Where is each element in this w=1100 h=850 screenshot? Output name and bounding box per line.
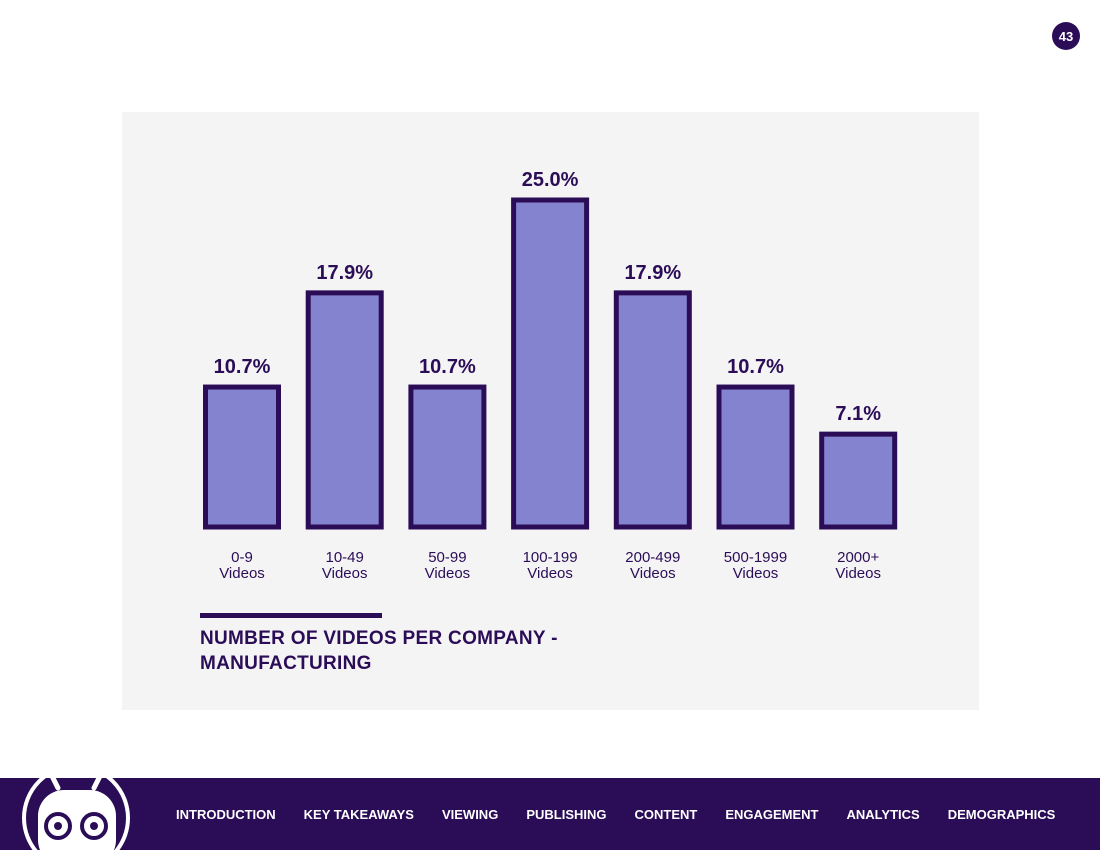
category-label-2: 50-99 Videos <box>425 549 471 582</box>
value-label-5: 10.7% <box>727 356 784 378</box>
chart-panel: 10.7% 0-9 Videos 17.9% 10-49 Videos 10.7% 50-99… <box>122 112 979 710</box>
bar-5 <box>716 384 795 530</box>
bar-3 <box>511 197 590 530</box>
bar-1 <box>305 290 384 530</box>
value-label-2: 10.7% <box>419 356 476 378</box>
bar-4 <box>613 290 692 530</box>
nav-item-publishing[interactable]: PUBLISHING <box>526 806 607 822</box>
chart-title: NUMBER OF VIDEOS PER COMPANY - MANUFACTU… <box>200 626 620 676</box>
category-label-6: 2000+ Videos <box>835 549 881 582</box>
nav-item-viewing[interactable]: VIEWING <box>441 806 499 822</box>
nav-item-key-takeaways[interactable]: KEY TAKEAWAYS <box>303 806 414 822</box>
category-label-1: 10-49 Videos <box>322 549 368 582</box>
category-label-3: 100-199 Videos <box>523 549 578 582</box>
bar-6 <box>819 431 898 530</box>
nav-item-introduction[interactable]: INTRODUCTION <box>176 806 276 822</box>
page-number-badge: 43 <box>1052 22 1080 50</box>
chart-title-line-1: NUMBER OF VIDEOS PER COMPANY - <box>200 628 558 649</box>
value-label-0: 10.7% <box>214 356 271 378</box>
footer-nav-bar: INTRODUCTION KEY TAKEAWAYS VIEWING PUBLI… <box>0 778 1100 850</box>
nav-item-engagement[interactable]: ENGAGEMENT <box>725 806 819 822</box>
title-rule <box>200 613 382 618</box>
bar-0 <box>203 384 281 530</box>
bar-2 <box>408 384 487 530</box>
value-label-6: 7.1% <box>835 403 881 425</box>
category-label-5: 500-1999 Videos <box>724 549 787 582</box>
section-nav: INTRODUCTION KEY TAKEAWAYS VIEWING PUBLI… <box>176 778 1055 850</box>
value-label-3: 25.0% <box>522 169 579 191</box>
bar-chart: 10.7% 0-9 Videos 17.9% 10-49 Videos 10.7% 50-99… <box>203 169 898 582</box>
chart-title-line-2: MANUFACTURING <box>200 653 372 674</box>
nav-item-content[interactable]: CONTENT <box>634 806 698 822</box>
category-label-0: 0-9 Videos <box>219 549 265 582</box>
value-label-1: 17.9% <box>316 262 373 284</box>
nav-item-analytics[interactable]: ANALYTICS <box>846 806 920 822</box>
value-label-4: 17.9% <box>624 262 681 284</box>
robot-mascot-icon <box>22 778 130 850</box>
category-label-4: 200-499 Videos <box>625 549 680 582</box>
nav-item-demographics[interactable]: DEMOGRAPHICS <box>947 806 1056 822</box>
